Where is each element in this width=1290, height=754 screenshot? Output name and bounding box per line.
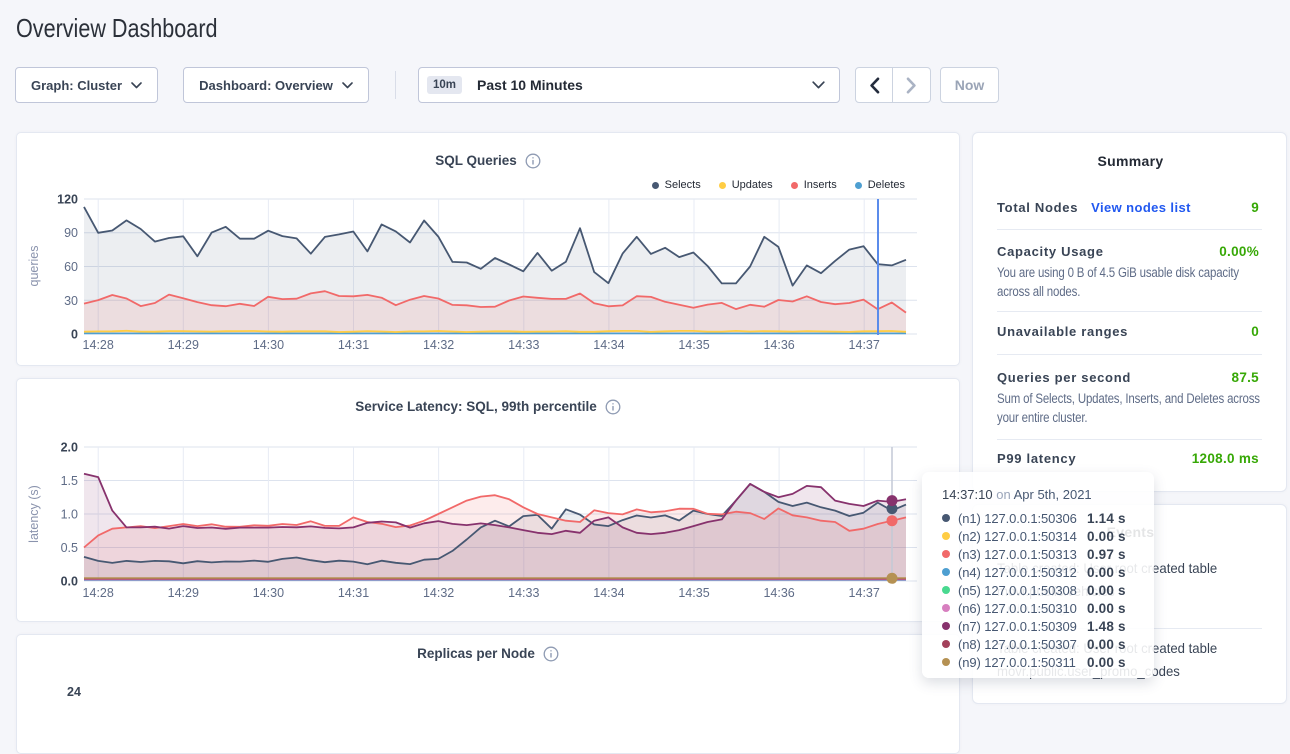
svg-text:0: 0 (71, 328, 78, 342)
svg-text:14:28: 14:28 (83, 338, 114, 352)
svg-text:0.0: 0.0 (61, 575, 78, 589)
svg-text:120: 120 (57, 193, 78, 207)
svg-text:14:29: 14:29 (168, 338, 199, 352)
svg-text:1.0: 1.0 (61, 508, 78, 522)
svg-text:14:36: 14:36 (763, 586, 794, 600)
svg-text:latency (s): latency (s) (27, 485, 41, 543)
svg-text:14:29: 14:29 (168, 586, 199, 600)
svg-text:14:35: 14:35 (678, 586, 709, 600)
svg-text:60: 60 (64, 260, 78, 274)
svg-text:14:33: 14:33 (508, 338, 539, 352)
svg-text:14:28: 14:28 (83, 586, 114, 600)
svg-text:14:34: 14:34 (593, 338, 624, 352)
svg-text:90: 90 (64, 226, 78, 240)
svg-text:14:32: 14:32 (423, 338, 454, 352)
svg-text:1.5: 1.5 (61, 474, 78, 488)
svg-text:14:34: 14:34 (593, 586, 624, 600)
svg-text:14:30: 14:30 (253, 338, 284, 352)
svg-text:14:35: 14:35 (678, 338, 709, 352)
svg-text:14:32: 14:32 (423, 586, 454, 600)
svg-text:14:31: 14:31 (338, 338, 369, 352)
svg-text:14:30: 14:30 (253, 586, 284, 600)
svg-text:0.5: 0.5 (61, 541, 78, 555)
svg-text:14:37: 14:37 (849, 586, 880, 600)
svg-text:14:33: 14:33 (508, 586, 539, 600)
svg-text:14:37: 14:37 (849, 338, 880, 352)
svg-text:14:36: 14:36 (763, 338, 794, 352)
svg-text:30: 30 (64, 294, 78, 308)
svg-text:queries: queries (27, 246, 41, 287)
svg-text:2.0: 2.0 (61, 441, 78, 455)
svg-text:14:31: 14:31 (338, 586, 369, 600)
